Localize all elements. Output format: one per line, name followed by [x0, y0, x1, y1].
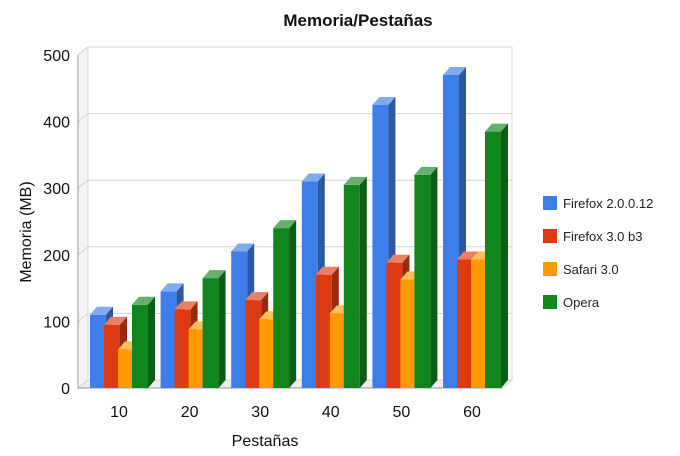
- bar: [414, 166, 438, 388]
- bar: [273, 220, 297, 388]
- back-wall: [87, 46, 513, 381]
- bar-top: [485, 123, 508, 132]
- x-tick-label: 50: [393, 404, 411, 421]
- bar-side: [501, 123, 508, 388]
- x-tick-label: 60: [463, 404, 481, 421]
- legend-label: Safari 3.0: [563, 262, 619, 277]
- bar-top: [414, 166, 438, 175]
- bar-top: [443, 66, 466, 75]
- bar-front: [118, 349, 134, 388]
- y-tick-label: 0: [61, 381, 70, 398]
- legend-swatch: [543, 229, 557, 243]
- bar-front: [471, 259, 487, 388]
- bar-top: [160, 283, 184, 292]
- plot-area: 0 100 200 300 400 500 10 20 30 40 50 60: [43, 45, 514, 421]
- bar-top: [301, 173, 325, 182]
- bar-front: [202, 278, 219, 388]
- bar-front: [414, 174, 431, 388]
- legend-label: Firefox 2.0.0.12: [563, 196, 653, 211]
- x-tick-label: 40: [322, 404, 340, 421]
- bar-front: [188, 329, 205, 388]
- bar-top: [132, 296, 155, 305]
- y-axis-label: Memoria (MB): [18, 181, 35, 282]
- bar-front: [301, 181, 318, 388]
- y-tick-label: 300: [43, 181, 70, 198]
- bar-top: [202, 270, 226, 279]
- bar-front: [104, 324, 120, 388]
- bar-front: [245, 300, 262, 388]
- y-tick-label: 500: [43, 48, 70, 65]
- legend: Firefox 2.0.0.12 Firefox 3.0 b3 Safari 3.0…: [543, 196, 653, 310]
- x-axis-label: Pestañas: [232, 433, 299, 450]
- bar-front: [400, 279, 417, 388]
- bar-front: [273, 228, 290, 388]
- bar-top: [273, 220, 297, 229]
- bar: [485, 123, 508, 388]
- bar-front: [485, 131, 501, 388]
- bar: [132, 296, 155, 388]
- gridline-side: [77, 113, 89, 122]
- bar-front: [160, 291, 177, 388]
- gridline-side: [77, 379, 89, 389]
- bar-top: [245, 292, 269, 301]
- y-tick-label: 100: [43, 314, 70, 331]
- bar-front: [329, 313, 346, 388]
- gridline-side: [77, 246, 89, 256]
- legend-swatch: [543, 262, 557, 276]
- bar-side: [430, 166, 438, 388]
- bar-side: [359, 176, 367, 388]
- bar-side: [148, 296, 155, 388]
- bar-front: [132, 304, 148, 388]
- gridline-side: [77, 179, 89, 189]
- x-tick-label: 10: [110, 404, 128, 421]
- bar: [343, 176, 367, 388]
- bar-top: [315, 266, 339, 275]
- legend-swatch: [543, 295, 557, 309]
- bar-front: [372, 104, 389, 388]
- bar: [202, 270, 226, 388]
- bar-top: [231, 243, 255, 252]
- bar-top: [372, 96, 396, 105]
- bar-front: [457, 259, 473, 388]
- chart-title: Memoria/Pestañas: [283, 11, 432, 30]
- bar-front: [90, 314, 106, 388]
- y-tick-label: 400: [43, 115, 70, 132]
- bar-front: [315, 274, 332, 388]
- gridline-side: [77, 313, 89, 322]
- bar-side: [218, 270, 226, 388]
- bar-top: [174, 301, 198, 310]
- bar-front: [386, 262, 403, 388]
- left-wall: [77, 45, 89, 390]
- bar-top: [386, 254, 410, 263]
- bar-front: [174, 309, 191, 388]
- y-tick-label: 200: [43, 248, 70, 265]
- legend-swatch: [543, 196, 557, 210]
- bar-side: [289, 220, 297, 388]
- bar-top: [343, 176, 367, 185]
- bar-front: [443, 74, 459, 388]
- gridline-side: [77, 46, 89, 56]
- bar-front: [259, 319, 276, 388]
- bar-front: [231, 251, 248, 388]
- x-tick-label: 20: [181, 404, 199, 421]
- bar-top: [90, 306, 113, 315]
- bar-front: [343, 184, 360, 388]
- x-tick-label: 30: [251, 404, 269, 421]
- legend-label: Firefox 3.0 b3: [563, 229, 643, 244]
- legend-label: Opera: [563, 295, 600, 310]
- bar-top: [104, 316, 127, 325]
